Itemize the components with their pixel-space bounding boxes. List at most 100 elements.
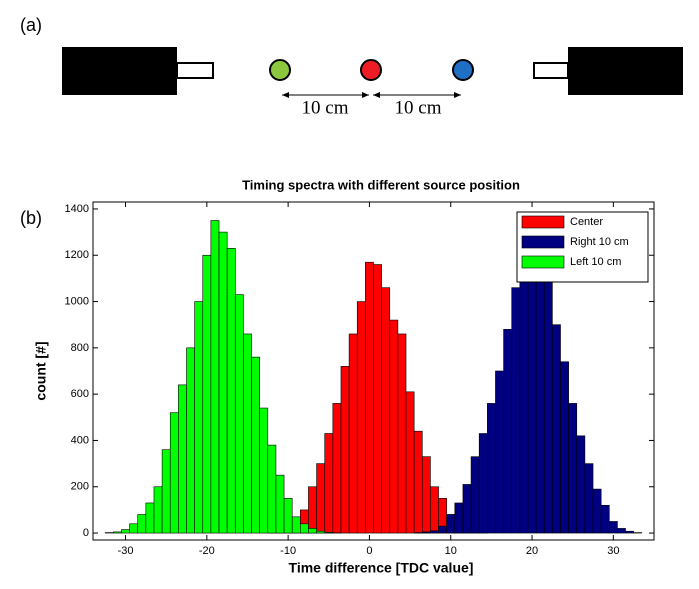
x-tick-label: 30 — [607, 545, 619, 557]
chart-title: Timing spectra with different source pos… — [242, 177, 520, 192]
legend-swatch — [522, 216, 564, 228]
bar — [577, 436, 585, 533]
bar — [292, 517, 300, 533]
y-tick-label: 1200 — [65, 249, 89, 261]
bar — [430, 487, 438, 533]
bar — [300, 524, 308, 533]
y-tick-label: 0 — [83, 527, 89, 539]
bar — [382, 288, 390, 533]
bar — [552, 325, 560, 533]
bar — [479, 434, 487, 534]
bar — [422, 532, 430, 533]
bar — [439, 526, 447, 533]
bar — [121, 530, 129, 533]
bar — [154, 487, 162, 533]
bar — [585, 464, 593, 533]
y-tick-label: 200 — [71, 481, 89, 493]
x-tick-label: -10 — [280, 545, 296, 557]
y-axis-label: count [#] — [33, 341, 49, 400]
bar — [593, 489, 601, 533]
bar — [130, 524, 138, 533]
bar — [406, 392, 414, 533]
bar — [268, 445, 276, 533]
x-tick-label: 0 — [366, 545, 372, 557]
y-tick-label: 1400 — [65, 203, 89, 215]
bar — [325, 434, 333, 534]
bar — [365, 262, 373, 533]
distance-label: 10 cm — [395, 97, 442, 118]
bar — [561, 362, 569, 533]
y-tick-label: 800 — [71, 342, 89, 354]
bar — [219, 232, 227, 533]
bar — [544, 274, 552, 533]
y-tick-label: 1000 — [65, 295, 89, 307]
x-tick-label: 10 — [445, 545, 457, 557]
bar — [422, 457, 430, 533]
bar — [317, 464, 325, 533]
bar — [252, 357, 260, 533]
bar — [430, 531, 438, 533]
source-center — [361, 60, 381, 80]
bar — [325, 532, 333, 533]
bar — [276, 475, 284, 533]
bar — [284, 498, 292, 533]
x-axis-label: Time difference [TDC value] — [289, 560, 474, 576]
x-tick-label: -20 — [199, 545, 215, 557]
legend-swatch — [522, 236, 564, 248]
bar — [398, 334, 406, 533]
bar — [146, 503, 154, 533]
bar — [260, 408, 268, 533]
distance-label: 10 cm — [302, 97, 349, 118]
bar — [170, 413, 178, 533]
bar — [504, 329, 512, 533]
bar — [113, 532, 121, 533]
bar — [308, 528, 316, 533]
bar — [349, 334, 357, 533]
bar — [308, 487, 316, 533]
bar — [487, 403, 495, 533]
bar — [471, 457, 479, 533]
bar — [357, 302, 365, 534]
bar — [455, 503, 463, 533]
bar — [235, 295, 243, 533]
panel-label: (b) — [20, 208, 42, 228]
legend-label: Center — [570, 216, 603, 228]
bar — [495, 371, 503, 533]
bar — [617, 528, 625, 533]
bar — [390, 320, 398, 533]
bar — [463, 484, 471, 533]
legend-swatch — [522, 256, 564, 268]
y-tick-label: 400 — [71, 434, 89, 446]
legend-label: Right 10 cm — [570, 236, 629, 248]
bar — [414, 431, 422, 533]
detector-window — [177, 63, 213, 78]
bar — [609, 521, 617, 533]
bar — [195, 302, 203, 534]
bar — [374, 265, 382, 534]
source-right — [453, 60, 473, 80]
bar — [227, 248, 235, 533]
detector — [568, 47, 683, 95]
detector-window — [534, 63, 568, 78]
y-tick-label: 600 — [71, 388, 89, 400]
bar — [569, 403, 577, 533]
bar — [203, 255, 211, 533]
source-left — [270, 60, 290, 80]
bar — [162, 450, 170, 533]
bar — [333, 403, 341, 533]
bar — [187, 348, 195, 533]
panel-label: (a) — [20, 15, 42, 35]
detector — [62, 47, 177, 95]
bar — [211, 221, 219, 534]
x-tick-label: -30 — [118, 545, 134, 557]
bar — [178, 385, 186, 533]
bar — [138, 515, 146, 534]
bar — [317, 531, 325, 533]
bar — [626, 531, 634, 533]
bar — [447, 515, 455, 534]
bar — [341, 366, 349, 533]
bar — [512, 288, 520, 533]
